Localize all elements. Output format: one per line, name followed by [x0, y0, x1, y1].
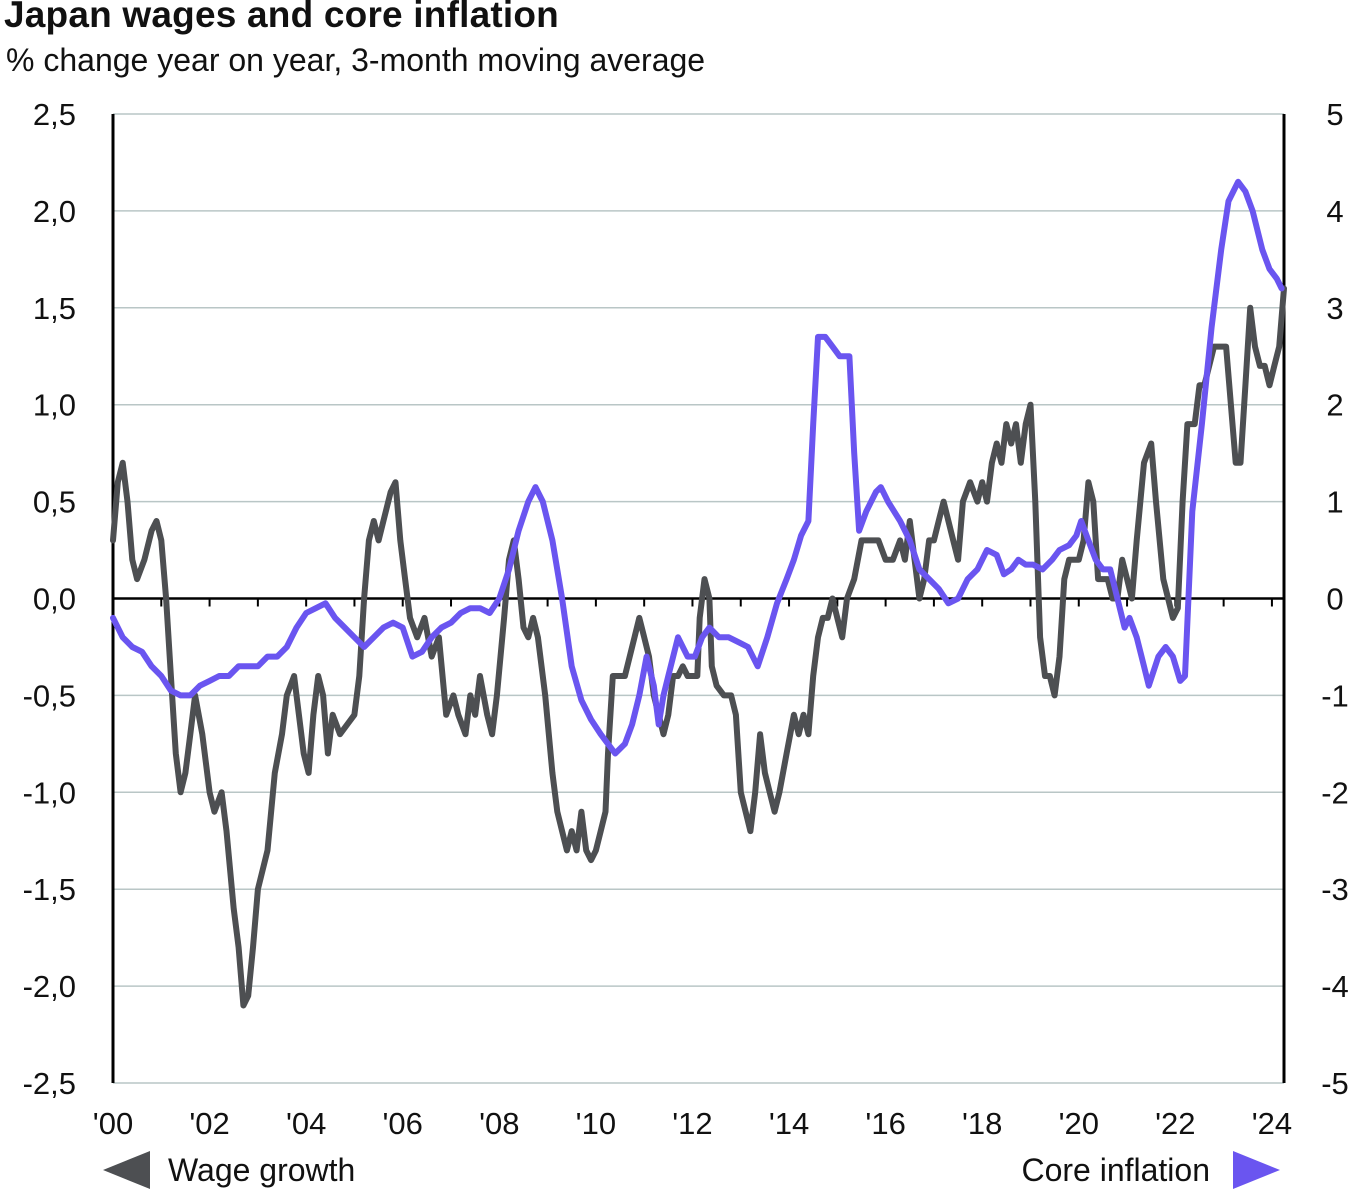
- right-y-tick-label: 4: [1326, 194, 1343, 229]
- x-tick-label: '24: [1252, 1106, 1292, 1141]
- right-y-tick-label: 0: [1326, 582, 1343, 617]
- core-inflation-arrow-icon: [1233, 1151, 1280, 1189]
- x-tick-label: '10: [576, 1106, 616, 1141]
- core-inflation-line: [110, 178, 1285, 757]
- legend-core-inflation-label: Core inflation: [1021, 1152, 1210, 1188]
- x-tick-label: '16: [865, 1106, 905, 1141]
- x-tick-label: '06: [383, 1106, 423, 1141]
- right-y-tick-label: -1: [1321, 678, 1349, 713]
- gridlines: [111, 113, 1286, 1084]
- right-y-tick-label: 1: [1326, 485, 1343, 520]
- left-y-tick-label: 0,5: [33, 485, 76, 520]
- left-y-tick-label: 0,0: [33, 582, 76, 617]
- x-tick-label: '08: [479, 1106, 519, 1141]
- wage-growth-line: [110, 285, 1287, 1009]
- wage-growth-arrow-icon: [103, 1151, 150, 1189]
- right-y-tick-label: -2: [1321, 775, 1349, 810]
- x-tick-label: '04: [286, 1106, 326, 1141]
- left-y-axis: 2,5 2,0 1,5 1,0 0,5 0,0 -0,5 -1,0 -1,5 -2,0 -2,5: [23, 97, 76, 1101]
- right-y-tick-label: 5: [1326, 97, 1343, 132]
- legend: Wage growth Core inflation: [103, 1151, 1280, 1189]
- left-y-tick-label: -1,0: [23, 775, 76, 810]
- left-y-tick-label: -2,0: [23, 969, 76, 1004]
- x-tick-label: '02: [189, 1106, 229, 1141]
- x-tick-label: '18: [962, 1106, 1002, 1141]
- x-tick-label: '22: [1155, 1106, 1195, 1141]
- right-y-tick-label: -5: [1321, 1066, 1349, 1101]
- left-y-tick-label: -0,5: [23, 678, 76, 713]
- x-axis: '00 '02 '04 '06 '08 '10 '12 '14 '16 '18 '20 '22 '24: [93, 1106, 1292, 1141]
- left-y-tick-label: 1,5: [33, 291, 76, 326]
- chart-subtitle: % change year on year, 3-month moving av…: [6, 42, 706, 78]
- x-tick-label: '12: [672, 1106, 712, 1141]
- right-y-axis: 5 4 3 2 1 0 -1 -2 -3 -4 -5: [1321, 97, 1349, 1101]
- right-y-tick-label: 2: [1326, 388, 1343, 423]
- left-y-tick-label: -1,5: [23, 872, 76, 907]
- right-y-tick-label: -3: [1321, 872, 1349, 907]
- series-lines: [110, 178, 1287, 1009]
- left-y-tick-label: 2,5: [33, 97, 76, 132]
- right-y-tick-label: -4: [1321, 969, 1349, 1004]
- x-tick-label: '00: [93, 1106, 133, 1141]
- left-y-tick-label: 2,0: [33, 194, 76, 229]
- x-tick-label: '14: [769, 1106, 809, 1141]
- chart-title: Japan wages and core inflation: [4, 0, 559, 35]
- right-y-tick-label: 3: [1326, 291, 1343, 326]
- legend-wage-growth-label: Wage growth: [168, 1152, 355, 1188]
- left-y-tick-label: -2,5: [23, 1066, 76, 1101]
- x-tick-label: '20: [1059, 1106, 1099, 1141]
- left-y-tick-label: 1,0: [33, 388, 76, 423]
